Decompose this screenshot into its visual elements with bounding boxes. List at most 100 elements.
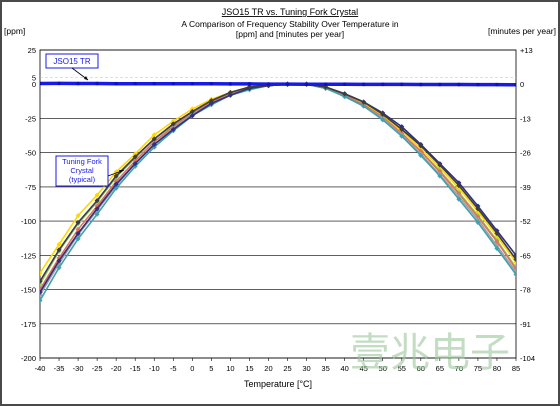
data-point <box>132 161 138 167</box>
data-point <box>494 245 500 252</box>
x-tick-label: 55 <box>398 364 406 373</box>
data-point <box>227 89 233 95</box>
x-tick-label: 0 <box>190 364 194 373</box>
data-point <box>94 198 100 204</box>
data-point <box>208 98 214 104</box>
data-point <box>399 82 404 87</box>
data-point <box>189 113 195 119</box>
data-point <box>304 82 309 87</box>
data-point <box>113 173 119 179</box>
data-point <box>151 136 157 142</box>
data-point <box>132 154 138 160</box>
y-tick-label-right: 0 <box>520 80 524 89</box>
data-point <box>75 219 81 226</box>
data-point <box>380 82 385 87</box>
x-tick-label: 35 <box>321 364 329 373</box>
data-point <box>419 82 423 87</box>
x-tick-label: 5 <box>209 364 213 373</box>
data-point <box>40 281 43 287</box>
y-tick-label-right: -13 <box>520 114 531 123</box>
plot-area <box>39 49 517 359</box>
y-tick-label-left: -50 <box>25 149 36 158</box>
y-tick-label-right: -104 <box>520 354 535 363</box>
data-point <box>114 81 118 86</box>
data-point <box>75 236 81 242</box>
y-tick-label-right: -65 <box>520 251 531 260</box>
y-tick-label-right: +13 <box>520 46 533 55</box>
data-point <box>437 162 443 168</box>
chart-title: JSO15 TR vs. Tuning Fork Crystal <box>222 7 358 17</box>
data-point <box>75 213 81 219</box>
data-point <box>152 81 157 86</box>
x-tick-label: -5 <box>170 364 177 373</box>
y-tick-label-right: -91 <box>520 320 531 329</box>
x-tick-label: -15 <box>130 364 141 373</box>
y-tick-label-left: -150 <box>21 286 36 295</box>
data-point <box>437 173 443 179</box>
y-axis-label-right: [minutes per year] <box>488 26 556 36</box>
data-point <box>399 126 405 132</box>
chart-subtitle: A Comparison of Frequency Stability Over… <box>181 19 398 39</box>
data-point <box>476 82 480 87</box>
data-point <box>361 82 366 87</box>
y-tick-label-left: 25 <box>28 46 36 55</box>
data-point <box>247 82 252 86</box>
y-tick-label-left: -175 <box>21 320 36 329</box>
x-tick-label: 85 <box>512 364 520 373</box>
y-tick-label-right: -52 <box>520 217 531 226</box>
data-point <box>285 82 290 86</box>
data-point <box>94 192 100 198</box>
series-jso15-tr <box>40 81 516 87</box>
x-tick-label: 25 <box>283 364 291 373</box>
data-point <box>113 181 119 187</box>
x-tick-label: -10 <box>149 364 160 373</box>
x-tick-label: -20 <box>111 364 122 373</box>
data-point <box>40 278 43 284</box>
x-tick-label: -40 <box>35 364 46 373</box>
x-tick-label: 15 <box>245 364 253 373</box>
data-point <box>40 297 43 304</box>
x-tick-label: 75 <box>474 364 482 373</box>
data-point <box>513 256 516 262</box>
annotation-label: Tuning Fork Crystal (typical) <box>62 157 102 184</box>
data-point <box>513 271 516 278</box>
data-point <box>438 82 442 87</box>
data-point <box>94 206 100 212</box>
annotation-tuning-fork: Tuning Fork Crystal (typical) <box>55 155 125 187</box>
data-point <box>342 82 347 87</box>
data-point <box>40 292 43 298</box>
data-point <box>513 259 516 265</box>
annotation-label: JSO15 TR <box>53 57 90 66</box>
data-point <box>56 241 62 247</box>
y-tick-label-right: -39 <box>520 183 531 192</box>
y-tick-label-left: 0 <box>32 80 36 89</box>
watermark: 壹兆电子 <box>350 330 510 376</box>
x-tick-label: 10 <box>226 364 234 373</box>
grid-lines <box>39 49 517 361</box>
x-tick-label: -25 <box>92 364 103 373</box>
data-point <box>190 82 195 86</box>
data-point <box>418 152 424 158</box>
data-point <box>246 84 252 90</box>
x-tick-label: 40 <box>340 364 348 373</box>
series-line <box>40 81 516 87</box>
data-point <box>228 82 233 86</box>
data-point <box>76 81 80 86</box>
data-point <box>151 141 157 147</box>
data-point <box>40 81 42 86</box>
x-tick-label: 45 <box>360 364 368 373</box>
data-point <box>56 258 62 264</box>
x-tick-label: 50 <box>379 364 387 373</box>
data-point <box>418 143 424 149</box>
data-point <box>94 211 100 217</box>
annotation-jso15: JSO15 TR <box>45 53 99 81</box>
y-tick-label-left: -100 <box>21 217 36 226</box>
y-tick-label-right: -78 <box>520 286 531 295</box>
data-point <box>342 93 348 100</box>
x-tick-label: -30 <box>73 364 84 373</box>
data-point <box>40 270 43 276</box>
x-tick-label: 20 <box>264 364 272 373</box>
data-point <box>494 230 500 236</box>
data-point <box>75 230 81 236</box>
